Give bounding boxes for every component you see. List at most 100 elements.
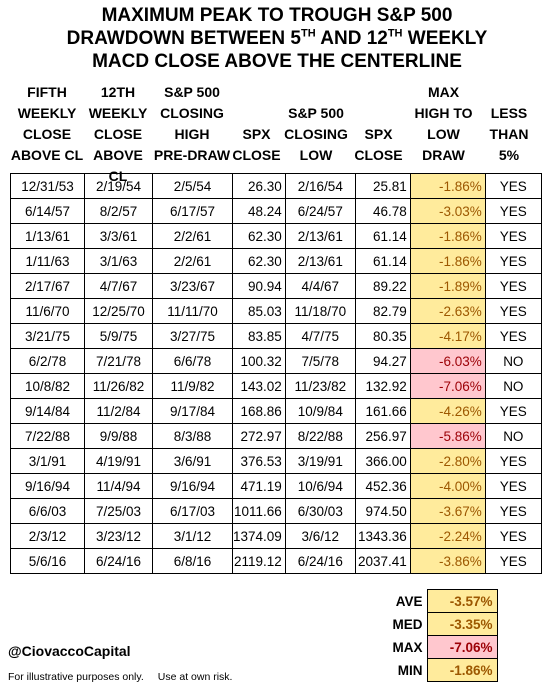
column-header-line: MAX bbox=[427, 84, 460, 100]
table-cell: 376.53 bbox=[232, 448, 286, 474]
column-header-line: S&P 500 bbox=[288, 105, 344, 121]
table-cell: 82.79 bbox=[354, 298, 411, 324]
table-cell: 11/26/82 bbox=[84, 373, 153, 399]
table-cell: 452.36 bbox=[354, 473, 411, 499]
table-row: 6/6/03 7/25/03 6/17/03 1011.66 6/30/03 974.50… bbox=[10, 498, 542, 524]
table-row: 9/14/84 11/2/84 9/17/84 168.86 10/9/84 161.66… bbox=[10, 398, 542, 424]
table-cell: YES bbox=[484, 198, 542, 224]
table-row: 2/3/12 3/23/12 3/1/12 1374.09 3/6/12 1343.36-… bbox=[10, 523, 542, 549]
table-cell: 11/6/70 bbox=[10, 298, 85, 324]
table-cell: 11/2/84 bbox=[84, 398, 153, 424]
table-cell: YES bbox=[484, 448, 542, 474]
column-header-line: DRAW bbox=[422, 147, 465, 163]
table-row: 2/17/67 4/7/67 3/23/67 90.94 4/4/67 89.22 -1.8… bbox=[10, 273, 542, 299]
table-cell: 366.00 bbox=[354, 448, 411, 474]
column-header: LESS THAN 5% bbox=[481, 103, 537, 166]
stat-value: -1.86% bbox=[426, 658, 498, 682]
stat-value: -3.35% bbox=[426, 612, 498, 636]
table-cell: 9/9/88 bbox=[84, 423, 153, 449]
table-cell: 272.97 bbox=[232, 423, 286, 449]
table-cell: 7/22/88 bbox=[10, 423, 85, 449]
table-row: 9/16/94 11/4/94 9/16/94 471.19 10/6/94 452.36… bbox=[10, 473, 542, 499]
table-cell: 3/1/12 bbox=[152, 523, 233, 549]
disclaimer: For illustrative purposes only. Use at ow… bbox=[8, 671, 232, 683]
table-cell: 46.78 bbox=[354, 198, 411, 224]
table-row: 3/21/75 5/9/75 3/27/75 83.85 4/7/75 80.35 -4.1… bbox=[10, 323, 542, 349]
table-cell: -3.67% bbox=[409, 498, 486, 524]
table-cell: 6/6/78 bbox=[152, 348, 233, 374]
table-cell: 100.32 bbox=[232, 348, 286, 374]
column-header-line: SPX bbox=[242, 126, 271, 142]
title-line-1: MAXIMUM PEAK TO TROUGH S&P 500 bbox=[101, 5, 453, 26]
table-row: 1/11/63 3/1/63 2/2/61 62.30 2/13/61 61.14 -1.8… bbox=[10, 248, 542, 274]
table-cell: 11/9/82 bbox=[152, 373, 233, 399]
table-cell: 6/2/78 bbox=[10, 348, 85, 374]
table-cell: -1.86% bbox=[409, 223, 486, 249]
table-cell: 1/13/61 bbox=[10, 223, 85, 249]
page-title: MAXIMUM PEAK TO TROUGH S&P 500 DRAWDOWN … bbox=[0, 4, 554, 73]
table-cell: 6/6/03 bbox=[10, 498, 85, 524]
table-cell: 2/5/54 bbox=[152, 173, 233, 199]
column-header-line: WEEKLY bbox=[88, 105, 148, 121]
title-line-3: MACD CLOSE ABOVE THE CENTERLINE bbox=[92, 51, 462, 72]
table-cell: 89.22 bbox=[354, 273, 411, 299]
table-cell: -4.17% bbox=[409, 323, 486, 349]
column-header-line: CLOSE bbox=[232, 147, 281, 163]
table-cell: 256.97 bbox=[354, 423, 411, 449]
table-cell: 3/23/12 bbox=[84, 523, 153, 549]
table-cell: 8/3/88 bbox=[152, 423, 233, 449]
table-cell: 8/22/88 bbox=[284, 423, 356, 449]
column-header-line: S&P 500 bbox=[164, 84, 220, 100]
table-cell: YES bbox=[484, 248, 542, 274]
table-cell: 1/11/63 bbox=[10, 248, 85, 274]
table-cell: YES bbox=[484, 523, 542, 549]
table-cell: 132.92 bbox=[354, 373, 411, 399]
table-cell: 168.86 bbox=[232, 398, 286, 424]
table-cell: 5/6/16 bbox=[10, 548, 85, 574]
column-header-line: HIGH bbox=[174, 126, 210, 142]
column-header-line: PRE-DRAW bbox=[153, 147, 231, 163]
table-cell: YES bbox=[484, 173, 542, 199]
column-header: SPX CLOSE bbox=[232, 124, 281, 166]
table-cell: 80.35 bbox=[354, 323, 411, 349]
table-cell: 3/6/91 bbox=[152, 448, 233, 474]
table-cell: YES bbox=[484, 473, 542, 499]
table-row: 3/1/91 4/19/91 3/6/91 376.53 3/19/91 366.00 -2… bbox=[10, 448, 542, 474]
table-cell: -4.26% bbox=[409, 398, 486, 424]
table-cell: -2.24% bbox=[409, 523, 486, 549]
table-cell: 6/8/16 bbox=[152, 548, 233, 574]
column-header-line: LESS bbox=[490, 105, 528, 121]
table-cell: 2/16/54 bbox=[284, 173, 356, 199]
table-row: 10/8/82 11/26/82 11/9/82 143.02 11/23/82 132.… bbox=[10, 373, 542, 399]
table-cell: 471.19 bbox=[232, 473, 286, 499]
stat-label: MAX bbox=[392, 639, 423, 655]
table-cell: 6/14/57 bbox=[10, 198, 85, 224]
table-row: 6/2/78 7/21/78 6/6/78 100.32 7/5/78 94.27 -6.0… bbox=[10, 348, 542, 374]
table-cell: 3/6/12 bbox=[284, 523, 356, 549]
table-cell: -7.06% bbox=[409, 373, 486, 399]
table-cell: 2/13/61 bbox=[284, 223, 356, 249]
stat-row: MIN -1.86% bbox=[368, 658, 498, 682]
table-cell: 3/21/75 bbox=[10, 323, 85, 349]
table-cell: 2/3/12 bbox=[10, 523, 85, 549]
column-header: 12TH WEEKLY CLOSE ABOVE CL bbox=[84, 82, 152, 187]
column-header-line: LOW bbox=[299, 147, 333, 163]
column-header-line: CLOSE bbox=[354, 147, 403, 163]
table-cell: 2/17/67 bbox=[10, 273, 85, 299]
table-cell: 7/25/03 bbox=[84, 498, 153, 524]
table-cell: 1011.66 bbox=[232, 498, 286, 524]
table-cell: 2037.41 bbox=[354, 548, 411, 574]
column-header-line: CLOSE bbox=[93, 126, 143, 142]
table-cell: 6/30/03 bbox=[284, 498, 356, 524]
table-cell: 4/19/91 bbox=[84, 448, 153, 474]
table-row: 12/31/53 2/19/54 2/5/54 26.30 2/16/54 25.81 -1… bbox=[10, 173, 542, 199]
table-cell: YES bbox=[484, 323, 542, 349]
table-cell: -1.89% bbox=[409, 273, 486, 299]
table-cell: YES bbox=[484, 548, 542, 574]
table-cell: 9/14/84 bbox=[10, 398, 85, 424]
table-cell: YES bbox=[484, 498, 542, 524]
summary-stats: AVE -3.57% MED -3.35% MAX -7.06% MIN -1.86% bbox=[368, 589, 498, 682]
table-cell: 9/16/94 bbox=[152, 473, 233, 499]
title-line-2-part: WEEKLY bbox=[402, 28, 488, 49]
table-cell: 90.94 bbox=[232, 273, 286, 299]
